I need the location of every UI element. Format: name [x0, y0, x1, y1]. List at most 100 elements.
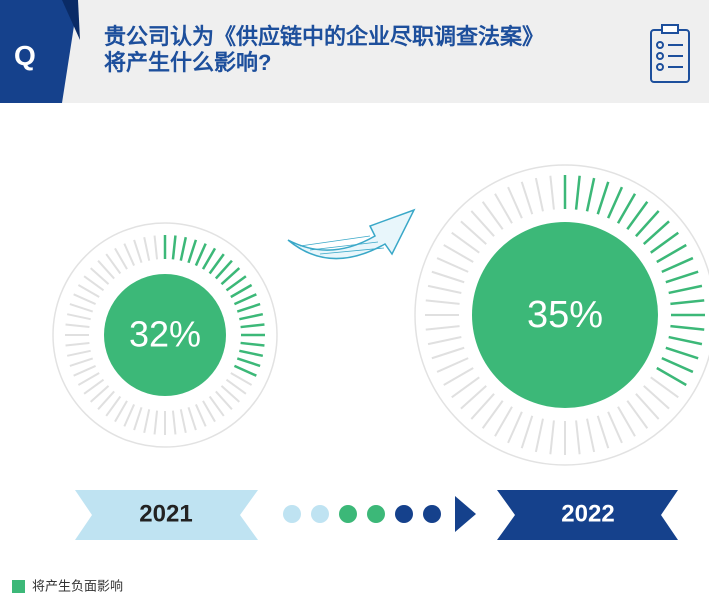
gauge-tick — [460, 385, 487, 410]
gauge-tick — [586, 418, 596, 453]
question-label: Q — [14, 40, 36, 71]
gauge-tick — [143, 409, 151, 434]
gauge-tick — [69, 303, 94, 313]
gauge-tick — [171, 410, 177, 435]
gauge-tick — [123, 243, 136, 266]
gauge-tick — [617, 406, 636, 437]
gauge-tick — [65, 341, 90, 347]
gauge-tick — [215, 390, 233, 410]
gauge-tick — [65, 323, 90, 329]
gauge-disk — [104, 274, 226, 396]
gauge-value-ticks — [563, 175, 705, 387]
gauge-ring — [52, 222, 278, 448]
header-band — [0, 0, 709, 103]
gauge-tick — [643, 385, 670, 410]
gauge-tick-filled — [642, 220, 670, 246]
gauge-tick-filled — [201, 247, 217, 270]
gauge-tick — [520, 181, 534, 215]
gauge-tick — [133, 239, 143, 264]
gauge-tick — [431, 346, 465, 360]
gauge-tick — [97, 390, 115, 410]
gauge-tick — [460, 220, 487, 245]
gauge-tick-filled — [171, 235, 177, 260]
gauge-tick-filled — [233, 364, 257, 377]
gauge-tick — [470, 393, 495, 420]
gauge-tick — [575, 420, 581, 455]
gauge-tick — [114, 400, 128, 423]
year-label: 2022 — [561, 500, 614, 527]
gauge-tick — [225, 378, 247, 395]
gauge-tick — [451, 231, 480, 254]
gauge-tick-filled — [665, 270, 699, 284]
gauge-tick-filled — [225, 275, 247, 292]
progress-dots — [283, 496, 476, 532]
gauge-tick-filled — [239, 312, 264, 321]
gauge-tick-filled — [661, 356, 694, 374]
chart-title: 贵公司认为《供应链中的企业尽职调查法案》将产生什么影响? — [104, 24, 545, 75]
gauge-value-ticks — [163, 235, 265, 377]
gauge-tick — [436, 257, 469, 273]
gauge-tick-filled — [187, 239, 198, 264]
gauge-tick-filled — [239, 349, 264, 358]
gauge-tick — [187, 406, 197, 431]
gauge-tick-filled — [585, 177, 596, 212]
gauge-tick — [123, 404, 136, 427]
gauge-tick — [105, 253, 122, 275]
gauge-tick — [635, 393, 660, 420]
gauge-tick — [90, 385, 110, 403]
legend-label: 将产生负面影响 — [32, 578, 123, 593]
gauge-tick-filled — [596, 181, 610, 215]
gauge-tick — [596, 415, 610, 449]
gauge-tick — [534, 418, 544, 453]
gauge-tick — [220, 385, 240, 403]
gauge-tick-filled — [208, 253, 225, 275]
gauge-tick — [507, 186, 523, 219]
gauge-tick-filled — [668, 335, 703, 346]
gauge-tick — [494, 406, 513, 437]
q-badge-fold — [62, 0, 80, 40]
gauge-tick — [83, 275, 105, 292]
gauge-tick — [481, 400, 504, 429]
gauge-tick — [507, 411, 523, 444]
gauge-tick — [143, 236, 151, 261]
gauge-tick — [443, 367, 474, 386]
gauge-tick-filled — [214, 259, 233, 280]
gauge-tick-filled — [656, 243, 687, 264]
gauge-tick — [179, 409, 187, 434]
year-label: 2021 — [139, 500, 192, 527]
gauge-disk — [472, 222, 658, 408]
gauge-tick-filled — [626, 201, 649, 230]
gauge-tick — [90, 267, 110, 285]
gauge-tick — [520, 415, 534, 449]
gauge-tick-filled — [233, 293, 257, 306]
gauge-tick — [77, 372, 100, 386]
clipboard-icon — [650, 24, 690, 83]
sketch-arrow — [287, 208, 416, 260]
gauge-tick-filled — [661, 256, 694, 274]
gauge-tick — [69, 357, 94, 367]
gauge-tick — [133, 406, 143, 431]
gauge-tick — [77, 284, 100, 298]
gauge-tick — [425, 299, 460, 305]
gauge-tick — [470, 210, 495, 237]
gauge-ring — [414, 164, 709, 466]
gauge-tick-filled — [670, 324, 705, 331]
gauge-tick-filled — [236, 357, 261, 368]
gauge-tick — [481, 201, 504, 230]
gauge-tick — [194, 404, 207, 427]
gauge-tick — [607, 411, 623, 444]
gauge-tick-filled — [240, 323, 265, 329]
gauge-tick-filled — [616, 193, 637, 224]
gauge-tick — [153, 410, 159, 435]
gauge-tick-filled — [240, 341, 265, 347]
year-ribbon — [497, 490, 678, 540]
gauge-tick — [436, 357, 469, 373]
gauge-tick-filled — [220, 267, 241, 286]
gauge-tick-filled — [179, 236, 188, 261]
value-label: 32% — [129, 314, 201, 355]
gauge-tick-filled — [668, 284, 703, 295]
gauge-tick — [208, 395, 225, 417]
gauge-tick — [427, 336, 462, 346]
gauge-tick-filled — [634, 210, 660, 238]
